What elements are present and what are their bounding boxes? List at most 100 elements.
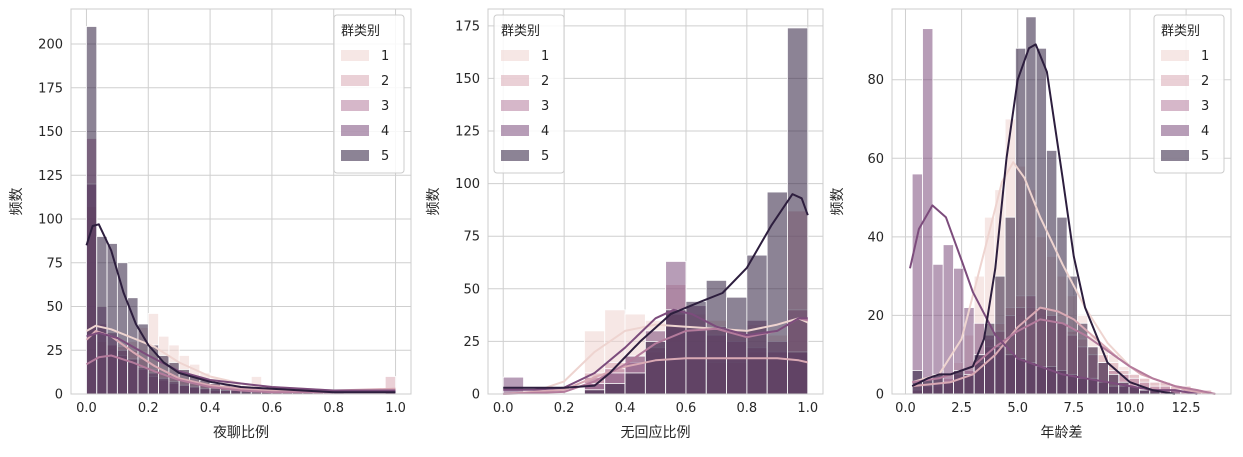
x-tick-label: 0.6	[262, 401, 283, 416]
x-tick-label: 12.5	[1172, 401, 1201, 416]
y-tick-label: 75	[463, 230, 480, 245]
y-axis-label: 频数	[830, 188, 846, 216]
x-tick-label: 10.0	[1115, 401, 1144, 416]
histogram-bar	[942, 244, 954, 395]
legend-swatch	[501, 75, 529, 86]
histogram-bar	[96, 236, 108, 395]
legend-label: 4	[1201, 124, 1209, 139]
x-tick-label: 2.5	[951, 401, 972, 416]
y-tick-label: 60	[867, 152, 884, 167]
y-tick-label: 100	[455, 177, 480, 192]
histogram-bar	[922, 28, 934, 395]
x-tick-label: 1.0	[385, 401, 406, 416]
x-tick-label: 0.6	[676, 401, 697, 416]
x-axis-label: 年龄差	[1041, 425, 1083, 441]
kde-curve-4	[909, 204, 1198, 395]
histogram-bar	[766, 191, 788, 395]
histogram-bar	[726, 296, 748, 395]
x-axis-label: 夜聊比例	[213, 425, 269, 441]
axes-frame	[487, 8, 824, 395]
x-tick-label: 1.0	[797, 401, 818, 416]
legend-label: 4	[381, 124, 389, 139]
kde-curve-4	[86, 331, 396, 392]
legend-label: 2	[1201, 74, 1209, 89]
legend-swatch	[341, 125, 369, 136]
kde-curve-3	[86, 354, 396, 394]
x-tick-label: 0.2	[554, 401, 575, 416]
legend-label: 3	[381, 99, 389, 114]
y-tick-label: 0	[876, 388, 884, 403]
series-5	[584, 27, 809, 395]
panel-1: 0.0 0.2 0.4 0.6 0.8 1.00255075100125150175200…	[9, 8, 412, 441]
legend-swatch	[341, 150, 369, 161]
histogram-bar	[1139, 389, 1151, 395]
y-tick-label: 25	[46, 344, 63, 359]
y-tick-label: 175	[38, 81, 63, 96]
y-tick-label: 200	[38, 38, 63, 53]
x-tick-label: 0.8	[737, 401, 758, 416]
y-tick-label: 75	[46, 256, 63, 271]
kde-curve-5	[503, 193, 809, 389]
legend-title: 群类别	[341, 24, 380, 39]
legend-label: 2	[541, 74, 549, 89]
histogram-bar	[665, 309, 687, 395]
legend-label: 5	[1201, 149, 1209, 164]
legend-swatch	[341, 100, 369, 111]
histogram-bar	[787, 27, 809, 395]
histogram-bar	[746, 254, 768, 395]
x-tick-label: 5.0	[1007, 401, 1028, 416]
histogram-bar	[911, 173, 923, 395]
legend-swatch	[341, 50, 369, 61]
x-tick-label: 0.4	[200, 401, 221, 416]
y-tick-label: 150	[455, 72, 480, 87]
y-tick-label: 100	[38, 213, 63, 228]
y-axis-label: 频数	[426, 188, 442, 216]
x-tick-label: 0.4	[615, 401, 636, 416]
axes-frame	[70, 8, 412, 395]
legend-label: 3	[1201, 99, 1209, 114]
x-tick-label: 0.8	[323, 401, 344, 416]
y-axis-label: 频数	[9, 188, 25, 216]
x-tick-label: 0.2	[138, 401, 159, 416]
histogram-bar	[1004, 216, 1016, 395]
histogram-bar	[1097, 362, 1109, 395]
histogram-bar	[942, 381, 954, 395]
legend-swatch	[501, 50, 529, 61]
y-tick-label: 40	[867, 230, 884, 245]
y-tick-label: 50	[46, 300, 63, 315]
x-tick-label: 7.5	[1064, 401, 1085, 416]
kde-curve-1	[503, 317, 809, 395]
legend-title: 群类别	[1161, 24, 1200, 39]
y-tick-label: 0	[55, 388, 63, 403]
y-tick-label: 50	[463, 282, 480, 297]
histogram-bar	[1015, 47, 1027, 395]
legend-label: 2	[381, 74, 389, 89]
x-axis-label: 无回应比例	[621, 424, 691, 441]
y-tick-label: 175	[455, 19, 480, 34]
histogram-bar	[116, 262, 129, 395]
kde-curve-3	[912, 318, 1216, 395]
legend-title: 群类别	[501, 24, 540, 39]
histogram-bar	[1046, 150, 1058, 395]
legend-swatch	[501, 125, 529, 136]
y-tick-label: 125	[455, 125, 480, 140]
y-tick-label: 20	[867, 309, 884, 324]
x-tick-label: 0.0	[76, 401, 97, 416]
legend-label: 4	[541, 124, 549, 139]
legend-label: 5	[541, 149, 549, 164]
histogram-bar	[604, 383, 626, 395]
legend-label: 1	[381, 49, 389, 64]
legend-label: 1	[541, 49, 549, 64]
legend-swatch	[1161, 150, 1189, 161]
legend-swatch	[1161, 125, 1189, 136]
histogram-bar	[1056, 216, 1068, 395]
kde-curve-5	[911, 43, 1176, 395]
axes-frame	[891, 8, 1232, 395]
y-tick-label: 150	[38, 125, 63, 140]
histogram-bar	[624, 372, 646, 395]
x-tick-label: 0.0	[493, 401, 514, 416]
